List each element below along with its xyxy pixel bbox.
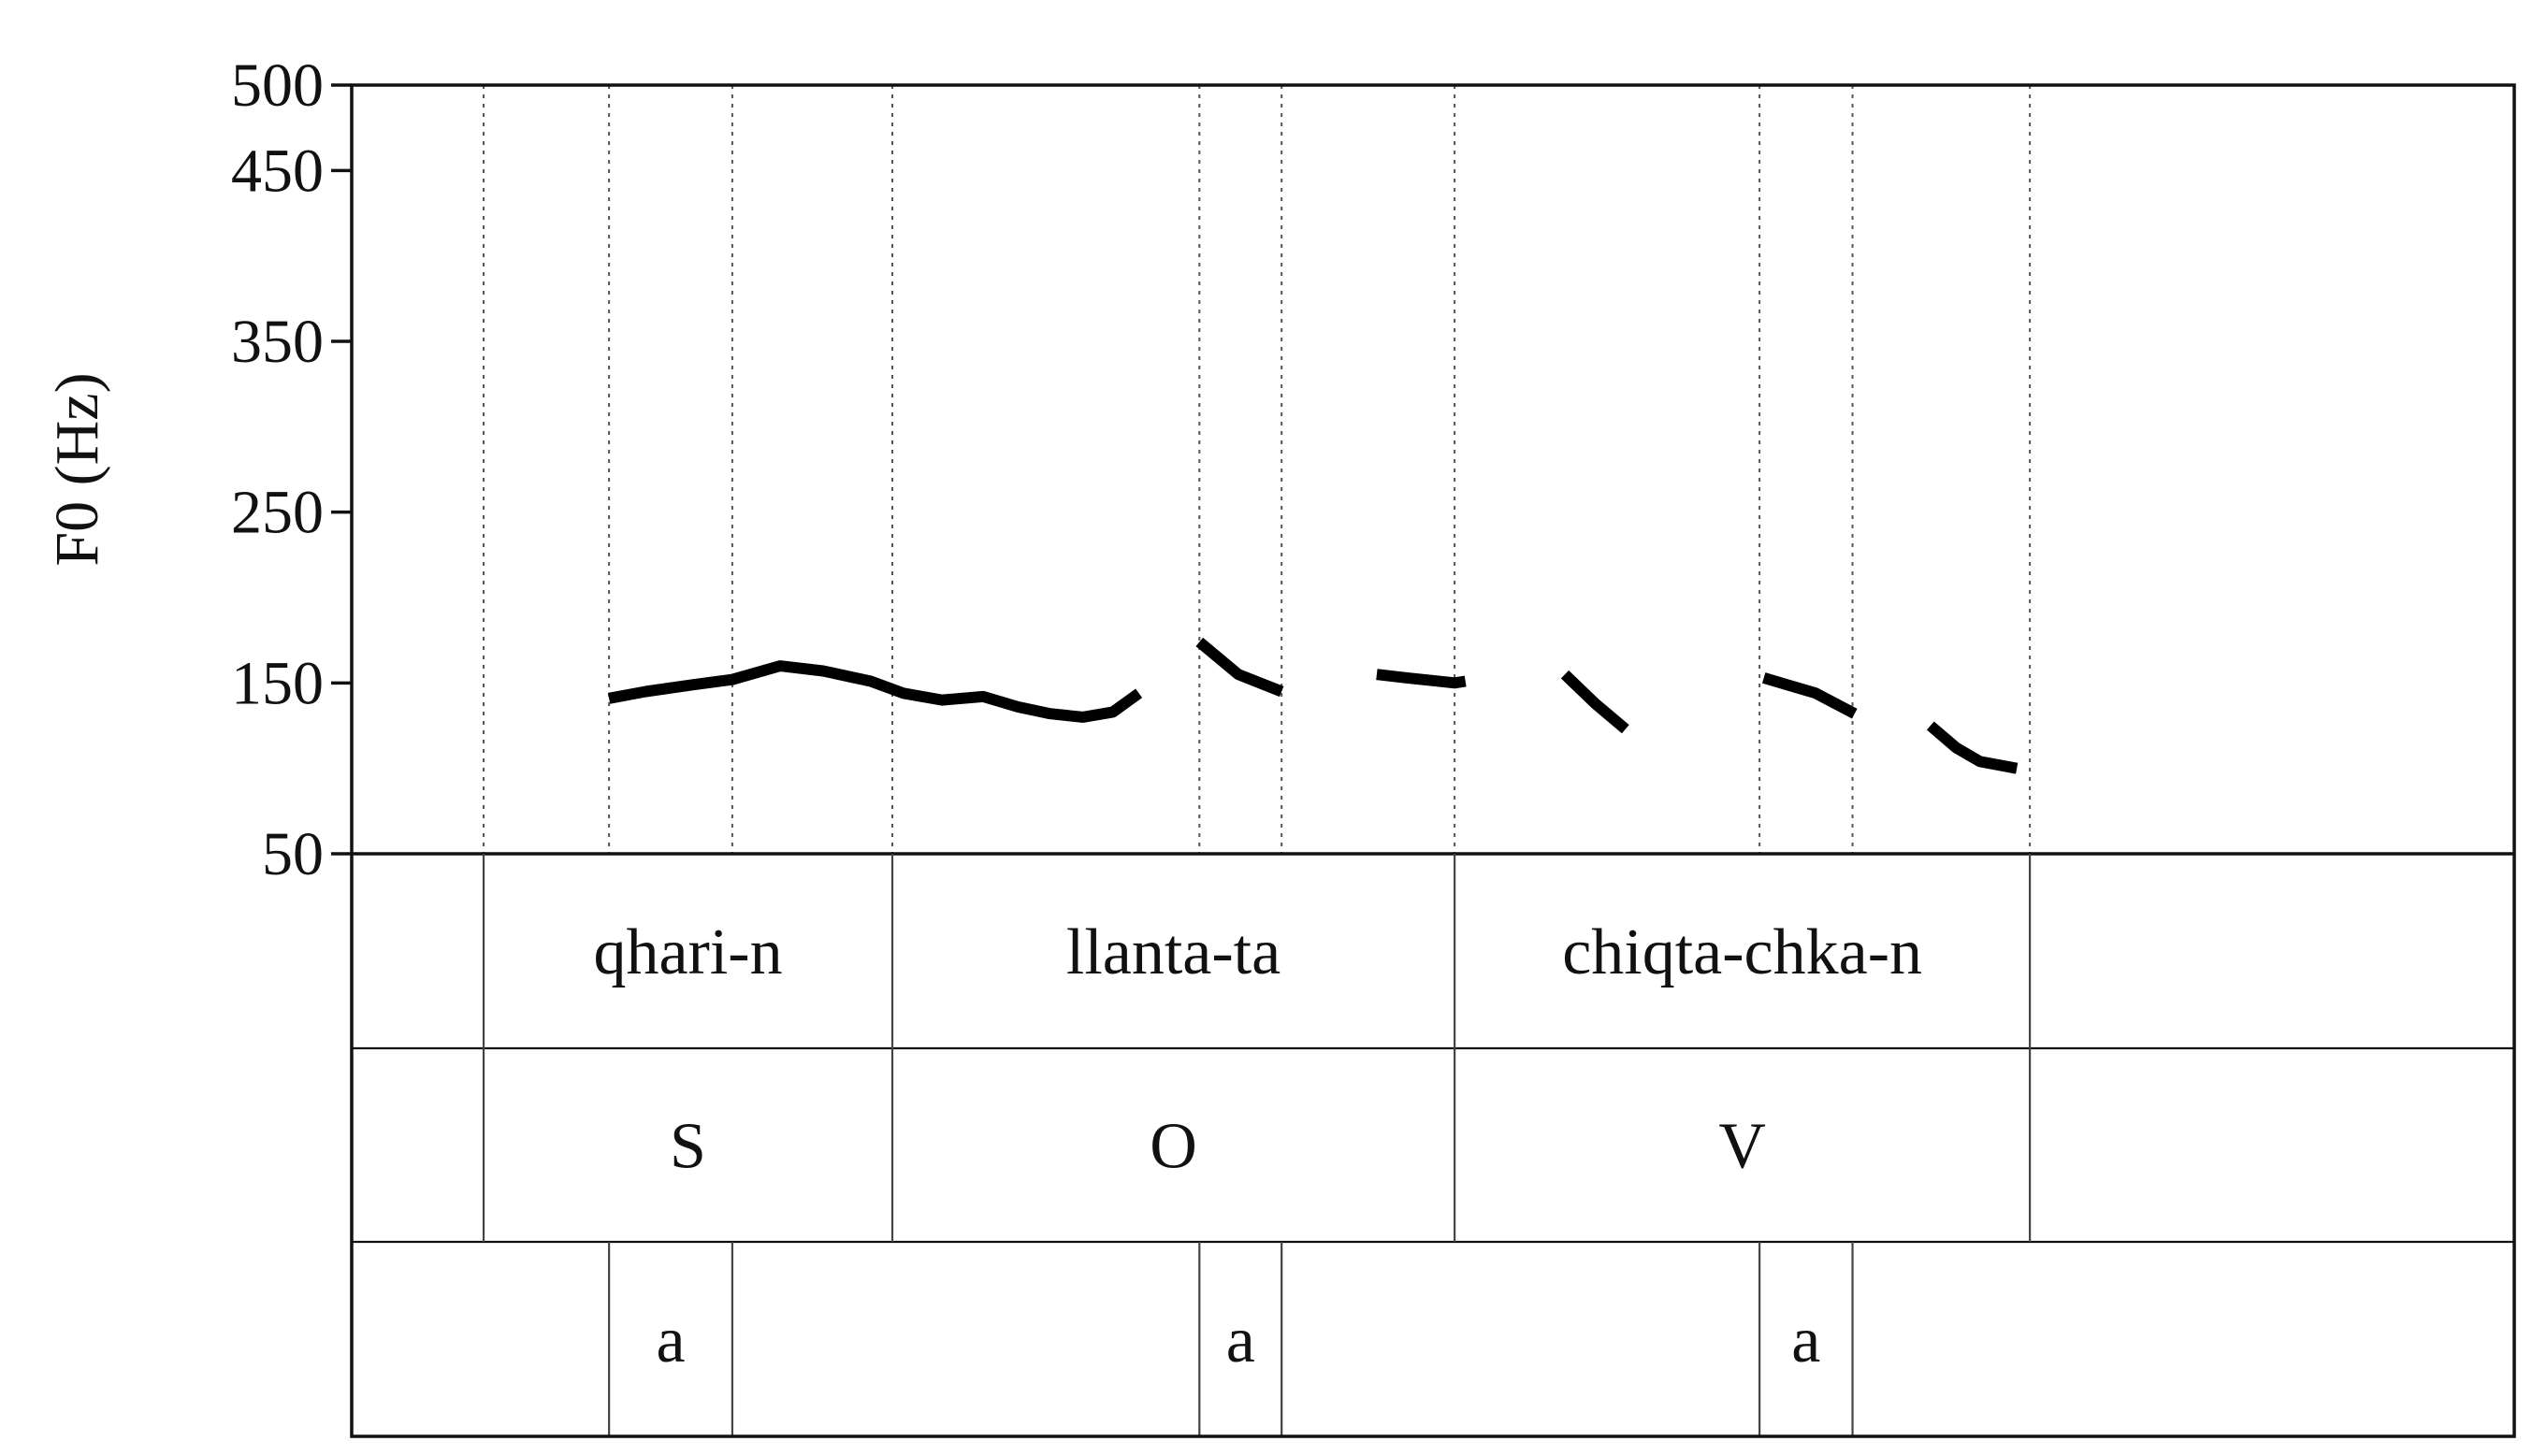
tier-accents-label: a xyxy=(1791,1305,1820,1377)
y-tick-label: 150 xyxy=(231,649,324,717)
f0-contour xyxy=(608,637,2019,774)
y-axis-label: F0 (Hz) xyxy=(43,372,111,566)
boundary-dotted-lines xyxy=(483,85,2032,854)
f0-series-segment xyxy=(1761,672,1858,719)
f0-series-segment xyxy=(1195,637,1284,698)
y-axis: 50 150 250 350 450 500 xyxy=(231,51,352,888)
tier-labels: qhari-n llanta-ta chiqta-chka-n S O Va a a xyxy=(593,916,1922,1377)
tier-constituents-label: V xyxy=(1718,1111,1766,1183)
f0-series-segment xyxy=(1926,721,2019,774)
y-tick-label: 500 xyxy=(231,51,324,120)
f0-series-segment xyxy=(608,660,1143,723)
tier-constituents-label: O xyxy=(1150,1111,1197,1183)
tier-grid xyxy=(352,852,2514,1436)
y-tick-label: 250 xyxy=(231,479,324,547)
f0-series-segment xyxy=(1376,669,1467,689)
tier-constituents-label: S xyxy=(670,1111,706,1183)
f0-series-segment xyxy=(1560,670,1629,734)
tier-accents-label: a xyxy=(656,1305,685,1377)
tier-words-label: qhari-n xyxy=(593,916,782,988)
y-tick-label: 50 xyxy=(262,820,324,888)
tier-words-label: chiqta-chka-n xyxy=(1562,916,1922,988)
tier-accents-label: a xyxy=(1226,1305,1255,1377)
y-tick-label: 350 xyxy=(231,308,324,376)
plot-frame xyxy=(350,83,2516,1438)
tier-words-label: llanta-ta xyxy=(1066,916,1281,988)
y-tick-label: 450 xyxy=(231,137,324,205)
